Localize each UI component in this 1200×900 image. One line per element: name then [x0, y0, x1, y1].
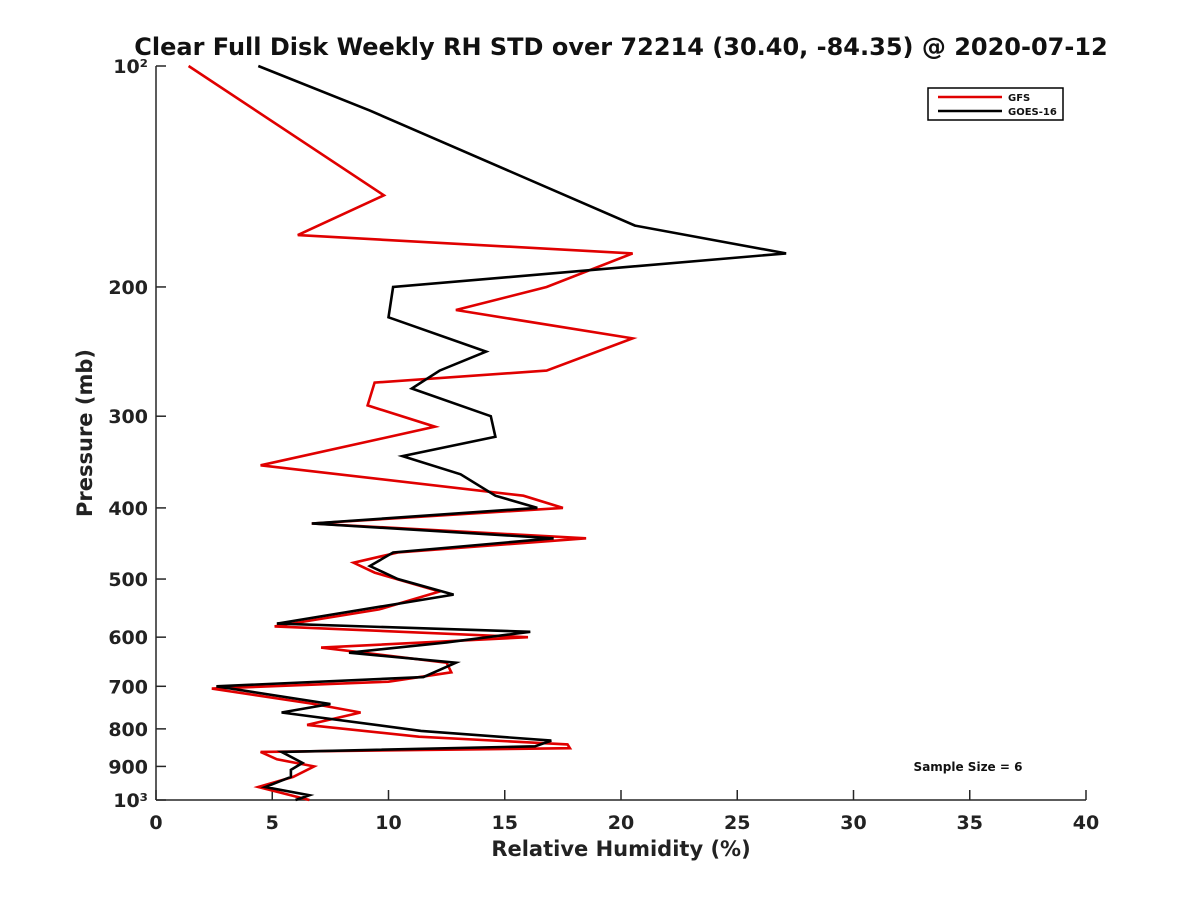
y-tick-label: 200 — [108, 277, 148, 299]
plot-area — [156, 66, 1086, 800]
x-axis-ticks: 0 5 10 15 20 25 30 35 40 — [149, 790, 1099, 834]
x-tick-label: 35 — [957, 812, 983, 834]
x-tick-label: 15 — [492, 812, 518, 834]
series-line-goes16 — [216, 64, 787, 802]
y-tick-label: 400 — [108, 498, 148, 520]
y-axis-ticks: 10² 200 300 400 500 600 700 800 900 10³ — [108, 56, 166, 812]
sample-size-annotation: Sample Size = 6 — [914, 760, 1023, 774]
x-tick-label: 5 — [266, 812, 279, 834]
series-layer — [187, 64, 787, 802]
series-line-gfs — [187, 64, 638, 802]
y-tick-label: 600 — [108, 627, 148, 649]
legend: GFS GOES-16 — [927, 87, 1064, 121]
x-axis-label: Relative Humidity (%) — [491, 837, 750, 861]
legend-label-goes16: GOES-16 — [1008, 107, 1057, 118]
legend-label-gfs: GFS — [1008, 93, 1030, 104]
legend-box — [927, 87, 1064, 121]
x-tick-label: 40 — [1073, 812, 1099, 834]
x-tick-label: 20 — [608, 812, 634, 834]
chart-title: Clear Full Disk Weekly RH STD over 72214… — [134, 33, 1107, 61]
y-tick-label: 10² — [113, 56, 148, 78]
y-tick-label: 800 — [108, 719, 148, 741]
x-tick-label: 25 — [724, 812, 750, 834]
y-tick-label: 900 — [108, 756, 148, 778]
y-tick-label: 500 — [108, 569, 148, 591]
y-tick-label: 700 — [108, 676, 148, 698]
y-tick-label: 300 — [108, 406, 148, 428]
y-tick-label: 10³ — [113, 790, 148, 812]
x-tick-label: 0 — [149, 812, 162, 834]
y-axis-label: Pressure (mb) — [73, 349, 97, 517]
x-tick-label: 10 — [375, 812, 401, 834]
x-tick-label: 30 — [840, 812, 866, 834]
